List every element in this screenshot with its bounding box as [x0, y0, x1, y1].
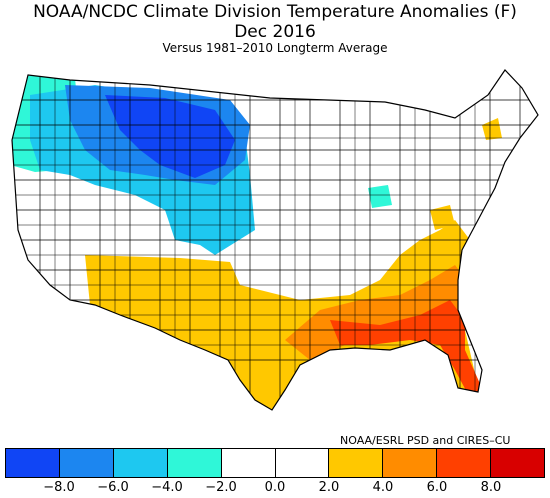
legend-tick: −6.0 [97, 480, 129, 495]
legend-swatch-0 [6, 449, 60, 477]
color-legend [5, 448, 545, 478]
legend-tick: −2.0 [205, 480, 237, 495]
iowa-cool-patch [368, 185, 392, 208]
legend-tick: 0.0 [264, 480, 286, 495]
division-fills [12, 70, 538, 410]
us-climate-division-map [11, 69, 539, 411]
legend-tick: 6.0 [426, 480, 448, 495]
legend-tick: −8.0 [43, 480, 75, 495]
legend-tick: 4.0 [372, 480, 394, 495]
legend-swatch-6 [329, 449, 384, 477]
map-subtitle: Versus 1981–2010 Longterm Average [162, 41, 388, 55]
legend-swatch-5 [275, 449, 330, 477]
data-credit: NOAA/ESRL PSD and CIRES–CU [340, 434, 511, 447]
legend-swatch-9 [491, 449, 545, 477]
gulf-coast-warmer-region [285, 265, 470, 360]
legend-swatch-8 [437, 449, 492, 477]
us-outline [11, 69, 539, 411]
legend-swatch-1 [59, 449, 114, 477]
legend-tick: −4.0 [151, 480, 183, 495]
legend-swatch-7 [383, 449, 438, 477]
legend-swatch-4 [221, 449, 276, 477]
legend-swatch-3 [167, 449, 222, 477]
division-sub-boundaries [12, 70, 538, 410]
map-period: Dec 2016 [234, 22, 316, 42]
montana-dakota-cold-core [105, 95, 235, 178]
map-title: NOAA/NCDC Climate Division Temperature A… [33, 2, 517, 22]
legend-tick: 8.0 [480, 480, 502, 495]
mid-atlantic-warm-patch [430, 205, 455, 230]
legend-swatch-2 [113, 449, 168, 477]
southeast-hot-region [330, 300, 485, 398]
new-england-warm-patch [482, 118, 502, 140]
legend-tick: 2.0 [318, 480, 340, 495]
